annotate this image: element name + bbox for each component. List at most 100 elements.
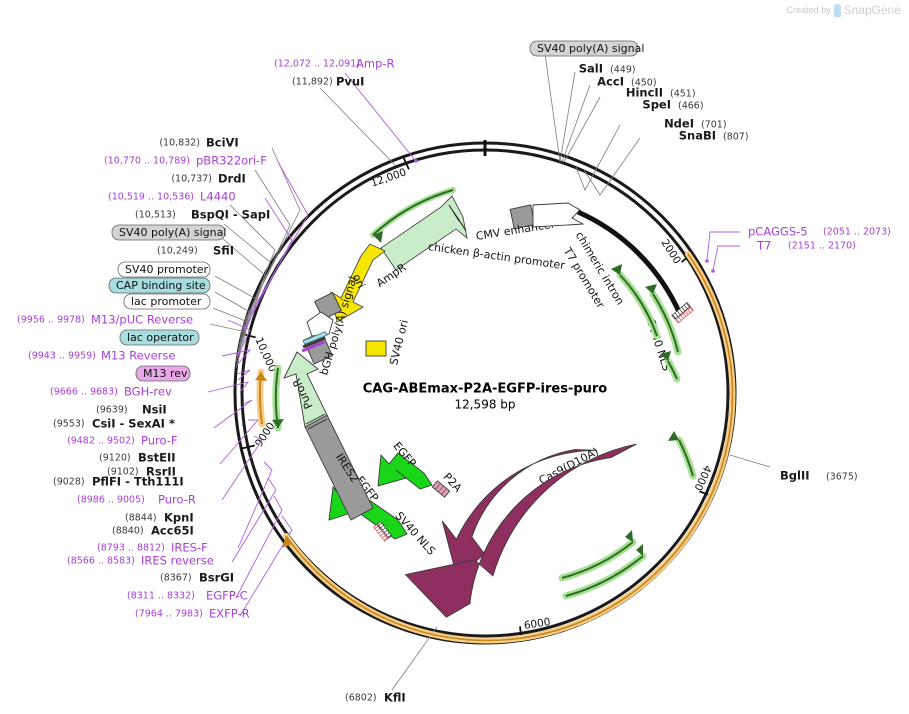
enzyme-pos-hincii: (451) bbox=[670, 89, 696, 100]
enzyme-name-drdi: DrdI bbox=[218, 172, 246, 186]
enzyme-name-bsrgi: BsrGI bbox=[199, 571, 234, 585]
enzyme-pos-pflfi: (9028) bbox=[53, 477, 85, 488]
enzyme-pos-bglii: (3675) bbox=[826, 472, 858, 483]
feature-cas9: Cas9 bbox=[404, 443, 637, 618]
primer-name-puro-f: Puro-F bbox=[141, 434, 178, 448]
enzyme-pos-bspqi: (10,513) bbox=[135, 210, 176, 221]
leader-t7-primer bbox=[711, 245, 740, 273]
feature-box-cap-binding-site: CAP binding site bbox=[108, 277, 211, 294]
feature-box-lac-operator: lac operator bbox=[119, 329, 200, 346]
leader-pcaggs5 bbox=[705, 231, 740, 263]
primer-pos-pcaggs-5: (2051 .. 2073) bbox=[823, 227, 891, 238]
enzyme-name-acc65i: Acc65I bbox=[151, 524, 194, 538]
primer-pos-ires-f: (8793 .. 8812) bbox=[97, 543, 165, 554]
primer-pos-puro-r: (8986 .. 9005) bbox=[77, 495, 145, 506]
feature-box-label: SV40 poly(A) signal bbox=[119, 226, 226, 239]
primer-pos-ires-reverse: (8566 .. 8583) bbox=[67, 556, 135, 567]
enzyme-name-hincii: HincII bbox=[626, 86, 663, 100]
feature-ori: ori bbox=[330, 243, 386, 323]
primer-pos-bgh-rev: (9666 .. 9683) bbox=[50, 387, 118, 398]
enzyme-pos-nsii: (9639) bbox=[96, 405, 128, 416]
feature-label-ori: ori bbox=[350, 272, 368, 291]
feature-box-label: M13 rev bbox=[143, 367, 188, 380]
arc-orange-left bbox=[255, 368, 267, 428]
leader-kfli bbox=[391, 626, 438, 691]
snapgene-branding: Created by SnapGene bbox=[787, 3, 901, 17]
enzyme-name-sfii: SfiI bbox=[213, 244, 234, 258]
primer-name-pbr322ori-f: pBR322ori-F bbox=[196, 154, 267, 168]
leader-pvui bbox=[319, 87, 396, 166]
feature-label-chicken-bactin-promoter: chicken β-actin promoter bbox=[427, 240, 566, 272]
feature-box-m13-rev: M13 rev bbox=[135, 365, 191, 382]
primer-name-bgh-rev: BGH-rev bbox=[124, 385, 172, 399]
enzyme-name-bcivi: BciVI bbox=[206, 136, 239, 150]
enzyme-pos-csii: (9553) bbox=[53, 419, 85, 430]
primer-pos-exfp-r: (7964 .. 7983) bbox=[135, 609, 203, 620]
enzyme-pos-kpni: (8844) bbox=[125, 513, 157, 524]
primer-name-pcaggs-5: pCAGGS-5 bbox=[748, 225, 808, 239]
arc-green-left bbox=[272, 364, 284, 432]
feature-box-label: CAP binding site bbox=[116, 279, 206, 292]
primer-name-egfp-c: EGFP-C bbox=[206, 589, 248, 603]
primer-name-m13-reverse: M13 Reverse bbox=[101, 349, 175, 363]
arc-green-bottom-1 bbox=[558, 530, 637, 582]
enzyme-pos-pvui: (11,892) bbox=[292, 77, 333, 88]
arc-green-right-4 bbox=[668, 431, 697, 480]
feature-box-lac-promoter: lac promoter bbox=[123, 293, 211, 310]
leader-amp-r bbox=[344, 72, 418, 163]
feature-box-sv40-promoter: SV40 promoter bbox=[117, 261, 211, 278]
feature-cluster-sv40-lac bbox=[301, 292, 342, 353]
enzyme-name-pvui: PvuI bbox=[336, 75, 364, 89]
enzyme-pos-kfli: (6802) bbox=[345, 693, 377, 704]
feature-box-sv40-polya: SV40 poly(A) signal bbox=[111, 224, 226, 241]
snapgene-logo-icon bbox=[833, 3, 841, 17]
enzyme-pos-spei: (466) bbox=[678, 101, 704, 112]
primer-name-amp-r: Amp-R bbox=[356, 57, 395, 71]
enzyme-name-spei: SpeI bbox=[642, 98, 671, 112]
arc-green-bottom-2 bbox=[562, 544, 647, 600]
arc-green-right-1 bbox=[645, 284, 682, 356]
feature-box-sv40-polya-top: SV40 poly(A) signal bbox=[529, 40, 644, 57]
arc-green-right-2 bbox=[611, 264, 661, 340]
arc-orange-outer-right bbox=[282, 251, 736, 644]
labels-top-right: SalI (449) AccI (450) HincII (451) SpeI … bbox=[579, 62, 749, 143]
feature-egfp-upper: EGFP bbox=[377, 440, 433, 490]
enzyme-name-sali: SalI bbox=[579, 62, 603, 76]
primer-pos-egfp-c: (8311 .. 8332) bbox=[127, 591, 195, 602]
enzyme-name-rsrii: RsrII bbox=[146, 465, 176, 479]
feature-p2a: P2A bbox=[431, 470, 465, 498]
enzyme-pos-acci: (450) bbox=[631, 78, 657, 89]
ruler-label-2000: 2000 bbox=[658, 237, 683, 266]
enzyme-name-bglii: BglII bbox=[780, 469, 810, 483]
primer-pos-puro-f: (9482 .. 9502) bbox=[67, 436, 135, 447]
primer-pos-amp-r: (12,072 .. 12,091) bbox=[274, 59, 360, 70]
feature-box-label: lac operator bbox=[127, 331, 194, 344]
labels-top-left: (12,072 .. 12,091) Amp-R (11,892) PvuI bbox=[274, 57, 395, 89]
enzyme-name-nsii: NsiI bbox=[142, 403, 167, 417]
primer-name-exfp-r: EXFP-R bbox=[209, 607, 250, 621]
primer-pos-pbr322ori-f: (10,770 .. 10,789) bbox=[104, 156, 190, 167]
enzyme-pos-bsrgi: (8367) bbox=[160, 573, 192, 584]
primer-pos-m13puc-reverse: (9956 .. 9978) bbox=[17, 315, 85, 326]
leader-lines-top-right bbox=[544, 53, 641, 196]
primer-name-ires-f: IRES-F bbox=[171, 541, 208, 555]
enzyme-pos-snabi: (807) bbox=[723, 132, 749, 143]
leader-bglii bbox=[729, 454, 771, 468]
enzyme-name-ndei: NdeI bbox=[664, 117, 694, 131]
enzyme-name-bstei: BstEII bbox=[138, 451, 176, 465]
feature-box-label: SV40 promoter bbox=[125, 263, 209, 276]
feature-label-cas9: Cas9 bbox=[549, 528, 577, 554]
enzyme-name-csii: CsiI - SexAI * bbox=[92, 417, 175, 431]
labels-right: pCAGGS-5 (2051 .. 2073) T7 (2151 .. 2170… bbox=[748, 225, 891, 483]
primer-name-l4440: L4440 bbox=[200, 190, 236, 204]
enzyme-pos-acc65i: (8840) bbox=[112, 526, 144, 537]
snapgene-product-label: SnapGene bbox=[843, 3, 901, 17]
plasmid-size: 12,598 bp bbox=[454, 398, 515, 412]
enzyme-pos-drdi: (10,737) bbox=[171, 174, 212, 185]
primer-pos-l4440: (10,519 .. 10,536) bbox=[108, 192, 194, 203]
arc-green-right-3 bbox=[660, 351, 681, 383]
feature-ampr-promoter bbox=[370, 187, 456, 243]
enzyme-pos-ndei: (701) bbox=[701, 120, 727, 131]
